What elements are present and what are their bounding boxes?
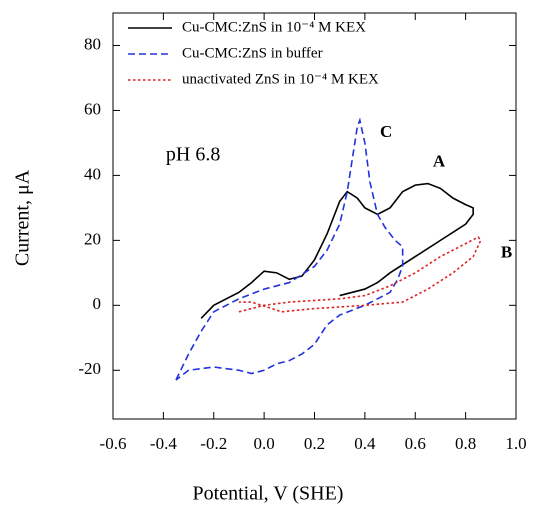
y-tick-label: 40 [84, 164, 101, 183]
legend-label: unactivated ZnS in 10⁻⁴ M KEX [182, 71, 379, 87]
series-line [175, 117, 404, 381]
x-tick-label: -0.6 [100, 434, 127, 453]
y-tick-label: 80 [84, 34, 101, 53]
series-line [200, 182, 474, 319]
series-line [238, 236, 482, 313]
annotation: B [501, 242, 512, 261]
x-tick-label: 0.2 [304, 434, 325, 453]
x-tick-label: 0.0 [254, 434, 275, 453]
y-tick-label: 60 [84, 99, 101, 118]
y-tick-label: 20 [84, 229, 101, 248]
x-axis-label: Potential, V (SHE) [193, 483, 344, 505]
x-tick-label: -0.2 [200, 434, 227, 453]
annotation: C [380, 122, 392, 141]
y-tick-label: -20 [78, 359, 101, 378]
x-tick-label: -0.4 [150, 434, 177, 453]
y-axis-label: Current, μA [12, 169, 34, 266]
x-tick-label: 1.0 [505, 434, 526, 453]
legend-label: Cu-CMC:ZnS in buffer [182, 45, 323, 61]
x-tick-label: 0.8 [455, 434, 476, 453]
x-tick-label: 0.6 [405, 434, 426, 453]
y-tick-label: 0 [93, 294, 102, 313]
legend-label: Cu-CMC:ZnS in 10⁻⁴ M KEX [182, 19, 366, 35]
x-tick-label: 0.4 [354, 434, 376, 453]
annotation: A [433, 151, 446, 170]
annotation: pH 6.8 [166, 144, 220, 166]
